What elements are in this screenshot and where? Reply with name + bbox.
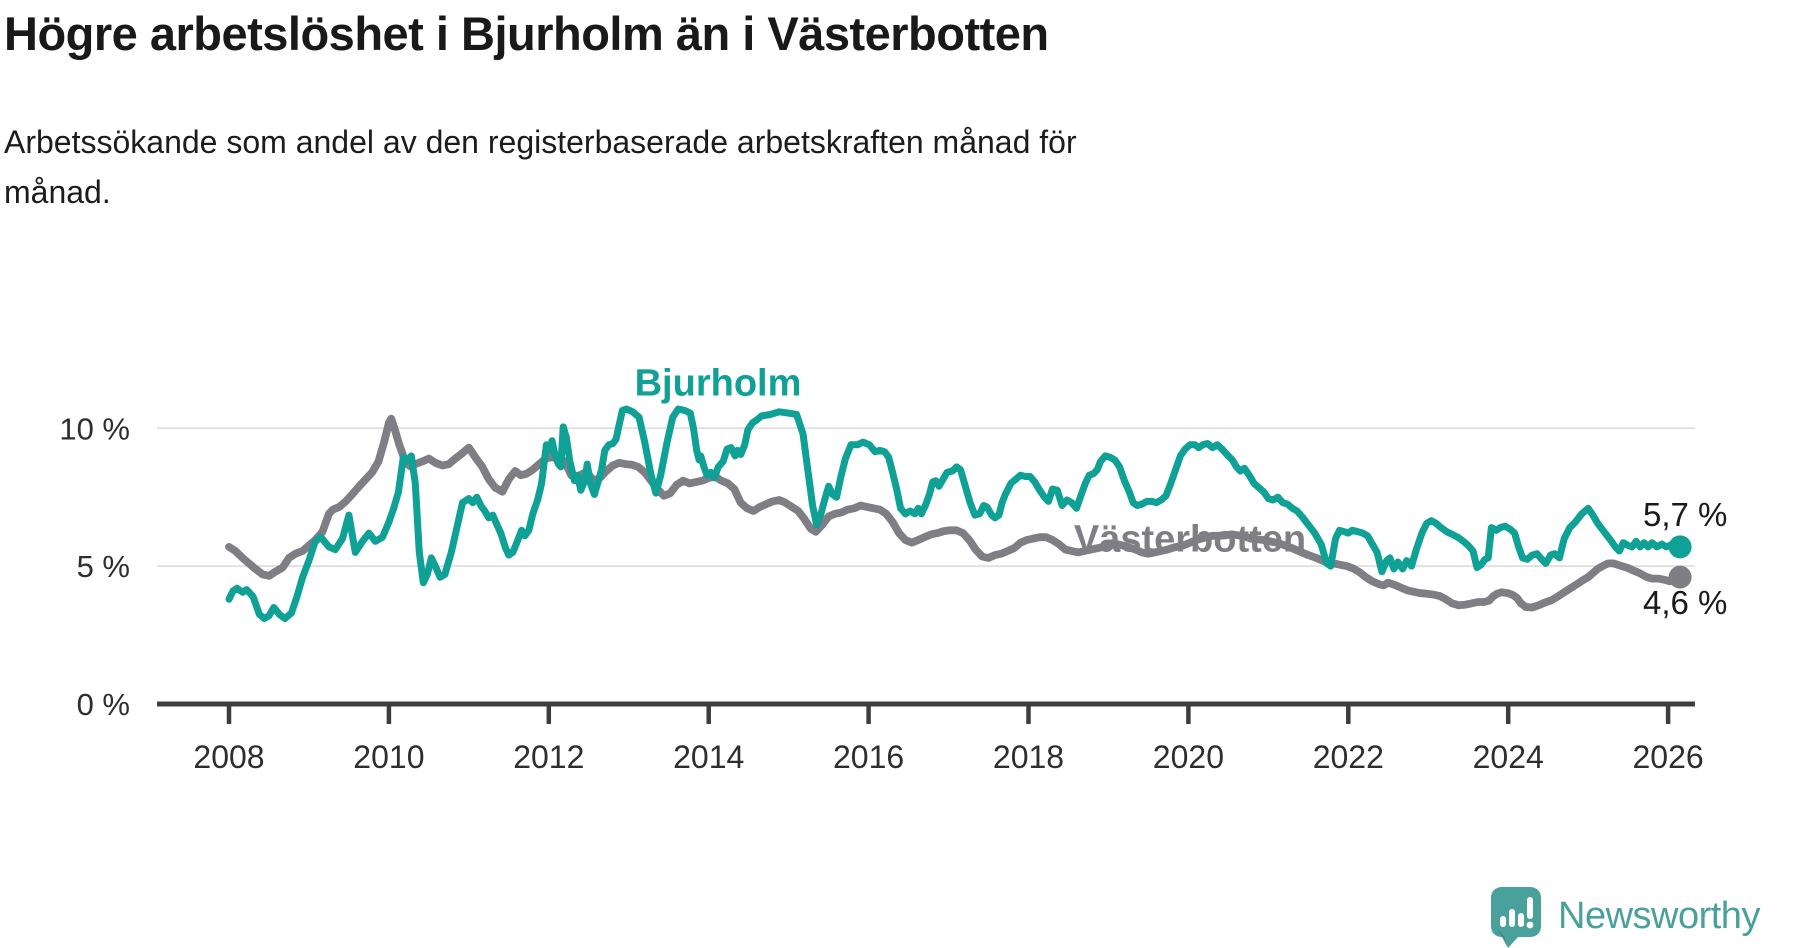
x-tick-label: 2010	[353, 739, 424, 775]
y-tick-label: 10 %	[59, 411, 130, 446]
end-dot-bjurholm	[1668, 535, 1692, 559]
x-tick-label: 2012	[513, 739, 584, 775]
end-dot-västerbotten	[1668, 565, 1692, 589]
page-title: Högre arbetslöshet i Bjurholm än i Väste…	[4, 7, 1049, 60]
series-lines	[225, 405, 1692, 622]
series-label-vasterbotten: Västerbotten	[1073, 518, 1307, 561]
x-axis	[157, 701, 1695, 724]
gridlines	[157, 427, 1695, 568]
x-tick-label: 2018	[993, 739, 1064, 775]
x-tick-label: 2008	[193, 739, 264, 775]
newsworthy-logo: Newsworthy	[1488, 884, 1760, 948]
series-label-bjurholm: Bjurholm	[634, 362, 802, 405]
x-tick-label: 2024	[1473, 739, 1544, 775]
y-tick-label: 5 %	[77, 549, 130, 584]
series-line-västerbotten	[225, 414, 1680, 612]
x-tick-label: 2014	[673, 739, 744, 775]
y-tick-label: 0 %	[77, 687, 130, 722]
newsworthy-logo-icon	[1491, 887, 1541, 948]
x-tick-label: 2022	[1313, 739, 1384, 775]
end-value-label-bjurholm: 5,7 %	[1643, 496, 1728, 533]
x-tick-label: 2016	[833, 739, 904, 775]
x-tick-label: 2026	[1633, 739, 1704, 775]
series-line-bjurholm	[225, 405, 1680, 622]
x-tick-label: 2020	[1153, 739, 1224, 775]
newsworthy-logo-text: Newsworthy	[1558, 894, 1760, 937]
chart-subtitle: Arbetssökande som andel av den registerb…	[4, 124, 1077, 210]
axis-tick-labels: 0 % 5 % 10 % 2008 2010 2012 2014 2016 2018 2020 20…	[59, 411, 1703, 775]
end-value-label-vasterbotten: 4,6 %	[1643, 584, 1728, 621]
